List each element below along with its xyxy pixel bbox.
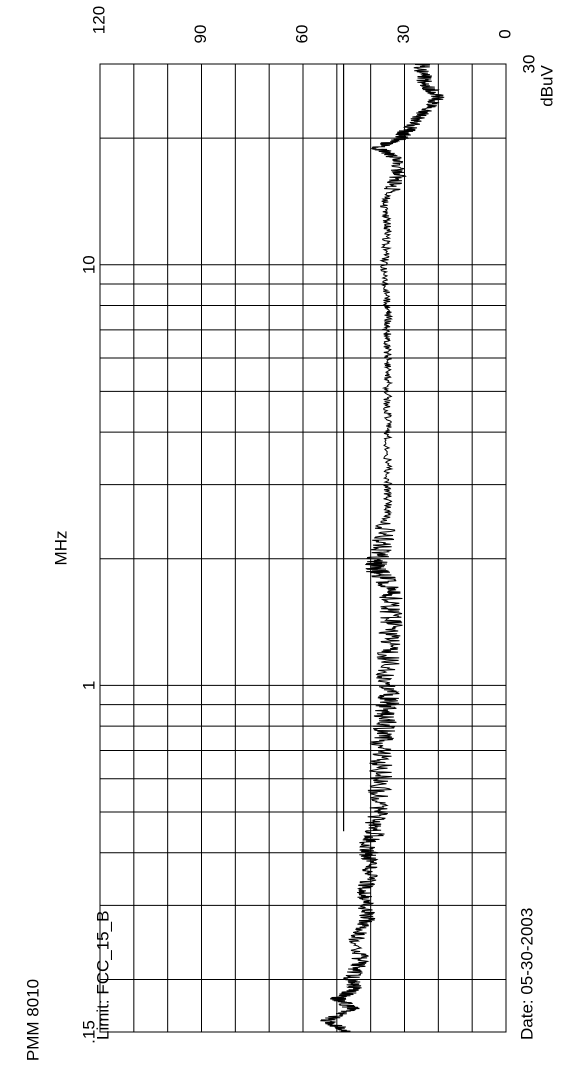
frequency-tick-label: 30 xyxy=(519,55,538,74)
trace-group xyxy=(320,63,445,1033)
test-date: Date: 05-30-2003 xyxy=(517,908,536,1040)
limit-name: Limit: FCC_15_B xyxy=(93,911,112,1040)
emission-trace xyxy=(320,63,445,1033)
device-name: PMM 8010 xyxy=(23,979,42,1061)
level-tick-label: 60 xyxy=(292,25,311,44)
level-tick-label: 120 xyxy=(89,6,108,34)
grid-lines xyxy=(99,63,507,1033)
frequency-axis-title: MHz xyxy=(51,531,70,566)
level-axis-title: dBuV xyxy=(537,65,556,107)
plot-frame xyxy=(99,63,507,1033)
level-tick-label: 30 xyxy=(394,25,413,44)
frequency-tick-label: .15 xyxy=(79,1020,98,1044)
level-tick-label: 90 xyxy=(191,25,210,44)
frequency-tick-label: 1 xyxy=(79,681,98,690)
frequency-tick-label: 10 xyxy=(79,255,98,274)
level-tick-label: 0 xyxy=(495,29,514,38)
